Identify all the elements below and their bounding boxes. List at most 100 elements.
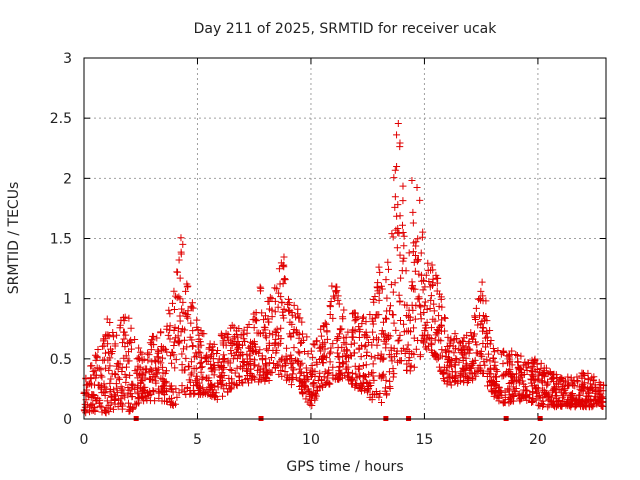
- data-point: [124, 399, 132, 407]
- data-point: [253, 316, 261, 324]
- data-point: [417, 315, 425, 323]
- data-point: [484, 350, 492, 358]
- data-point: [230, 323, 238, 331]
- data-point: [227, 346, 235, 354]
- data-point: [410, 363, 418, 371]
- data-point: [435, 302, 443, 310]
- data-point: [326, 303, 334, 311]
- data-point: [410, 350, 418, 358]
- data-point: [419, 276, 427, 284]
- data-point: [347, 352, 355, 360]
- data-point: [393, 244, 401, 252]
- data-point: [411, 267, 419, 275]
- data-point: [120, 354, 128, 362]
- data-point: [584, 376, 592, 384]
- data-point: [429, 275, 437, 283]
- data-point: [197, 353, 205, 361]
- data-point: [371, 354, 379, 362]
- data-point: [482, 312, 490, 320]
- data-point: [176, 274, 184, 282]
- data-point: [126, 338, 134, 346]
- data-point: [319, 359, 327, 367]
- data-point: [266, 329, 274, 337]
- data-point: [345, 354, 353, 362]
- data-point: [287, 381, 295, 389]
- data-point: [137, 370, 145, 378]
- data-point: [113, 384, 121, 392]
- data-point: [122, 363, 130, 371]
- data-point: [301, 375, 309, 383]
- data-point: [127, 324, 135, 332]
- data-point: [128, 385, 136, 393]
- data-point: [162, 345, 170, 353]
- data-point: [349, 333, 357, 341]
- data-point: [438, 346, 446, 354]
- data-point: [400, 242, 408, 250]
- data-point: [483, 339, 491, 347]
- data-point: [104, 331, 112, 339]
- data-point: [506, 358, 514, 366]
- data-point: [413, 184, 421, 192]
- data-point: [417, 249, 425, 257]
- data-point: [157, 329, 165, 337]
- data-point: [228, 366, 236, 374]
- data-point: [522, 393, 530, 401]
- data-point: [309, 340, 317, 348]
- data-point: [486, 357, 494, 365]
- data-point: [427, 266, 435, 274]
- data-point: [427, 292, 435, 300]
- data-point: [277, 335, 285, 343]
- data-point: [393, 162, 401, 170]
- data-point: [205, 345, 213, 353]
- data-point: [400, 254, 408, 262]
- data-point: [599, 398, 607, 406]
- data-point: [296, 369, 304, 377]
- data-point: [482, 297, 490, 305]
- data-point: [573, 396, 581, 404]
- data-point: [523, 387, 531, 395]
- data-point: [342, 358, 350, 366]
- data-point: [343, 347, 351, 355]
- data-point: [129, 382, 137, 390]
- data-point: [251, 356, 259, 364]
- data-point: [210, 392, 218, 400]
- data-point: [260, 323, 268, 331]
- data-point: [373, 341, 381, 349]
- data-point: [493, 394, 501, 402]
- data-point: [451, 330, 459, 338]
- data-point: [182, 354, 190, 362]
- data-point: [427, 334, 435, 342]
- data-point: [332, 372, 340, 380]
- data-point: [207, 360, 215, 368]
- data-point: [397, 356, 405, 364]
- data-point: [118, 339, 126, 347]
- data-point: [180, 388, 188, 396]
- data-point: [581, 379, 589, 387]
- data-point: [417, 303, 425, 311]
- data-point: [523, 396, 531, 404]
- data-point: [101, 349, 109, 357]
- data-point: [105, 366, 113, 374]
- y-tick-label: 0: [63, 412, 72, 428]
- data-point: [219, 392, 227, 400]
- data-point: [105, 408, 113, 416]
- data-point: [418, 277, 426, 285]
- data-point: [503, 352, 511, 360]
- data-point: [542, 364, 550, 372]
- data-point: [109, 405, 117, 413]
- data-point: [378, 354, 386, 362]
- data-point: [269, 331, 277, 339]
- data-point: [498, 391, 506, 399]
- data-point: [175, 293, 183, 301]
- data-point: [183, 343, 191, 351]
- data-point: [419, 286, 427, 294]
- data-point: [342, 333, 350, 341]
- data-point: [81, 403, 89, 411]
- data-point: [256, 346, 264, 354]
- data-point: [339, 360, 347, 368]
- data-point: [459, 357, 467, 365]
- data-point: [226, 359, 234, 367]
- data-point: [309, 380, 317, 388]
- data-point: [420, 339, 428, 347]
- data-point: [403, 301, 411, 309]
